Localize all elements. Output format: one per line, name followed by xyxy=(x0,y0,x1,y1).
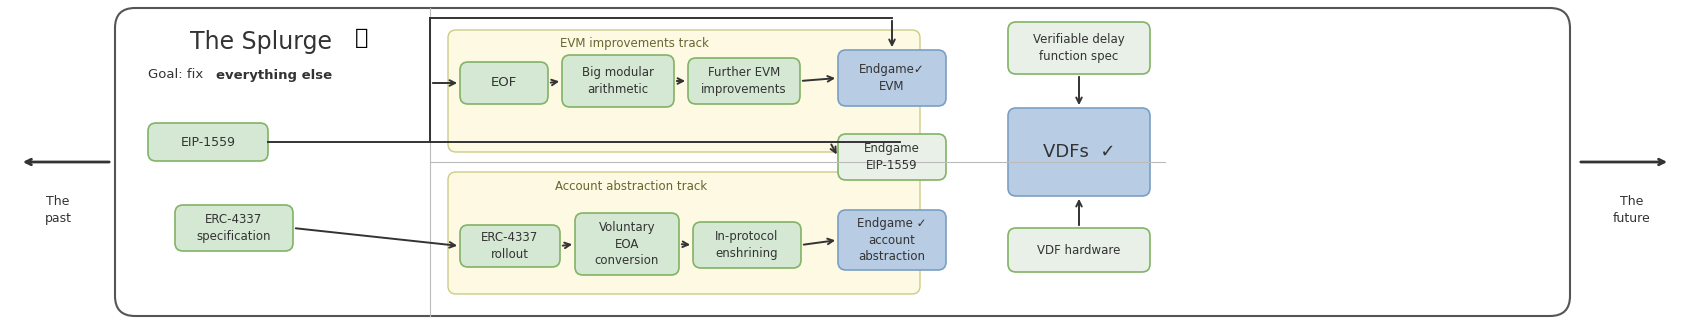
Text: The
future: The future xyxy=(1614,195,1651,225)
Text: everything else: everything else xyxy=(216,68,333,82)
FancyBboxPatch shape xyxy=(576,213,679,275)
Text: ERC-4337
rollout: ERC-4337 rollout xyxy=(481,231,538,261)
FancyBboxPatch shape xyxy=(689,58,800,104)
FancyBboxPatch shape xyxy=(447,172,920,294)
FancyBboxPatch shape xyxy=(1008,228,1150,272)
Text: The Splurge: The Splurge xyxy=(191,30,333,54)
FancyBboxPatch shape xyxy=(176,205,294,251)
Text: In-protocol
enshrining: In-protocol enshrining xyxy=(716,230,778,260)
Text: EVM improvements track: EVM improvements track xyxy=(560,38,709,51)
Text: Endgame✓
EVM: Endgame✓ EVM xyxy=(859,63,925,93)
FancyBboxPatch shape xyxy=(461,225,560,267)
Text: Big modular
arithmetic: Big modular arithmetic xyxy=(582,66,653,96)
Text: VDF hardware: VDF hardware xyxy=(1038,244,1121,257)
FancyBboxPatch shape xyxy=(837,210,945,270)
FancyBboxPatch shape xyxy=(562,55,674,107)
FancyBboxPatch shape xyxy=(115,8,1570,316)
Text: Goal: fix: Goal: fix xyxy=(149,68,208,82)
Text: VDFs  ✓: VDFs ✓ xyxy=(1043,143,1116,161)
FancyBboxPatch shape xyxy=(1008,108,1150,196)
Text: ERC-4337
specification: ERC-4337 specification xyxy=(197,213,272,243)
FancyBboxPatch shape xyxy=(1008,22,1150,74)
FancyBboxPatch shape xyxy=(837,50,945,106)
Text: 🎩: 🎩 xyxy=(354,28,368,48)
Text: Verifiable delay
function spec: Verifiable delay function spec xyxy=(1033,33,1124,63)
Text: Endgame ✓
account
abstraction: Endgame ✓ account abstraction xyxy=(858,217,927,263)
FancyBboxPatch shape xyxy=(461,62,549,104)
Text: Endgame
EIP-1559: Endgame EIP-1559 xyxy=(864,142,920,172)
Text: EIP-1559: EIP-1559 xyxy=(181,135,236,148)
FancyBboxPatch shape xyxy=(694,222,802,268)
Text: Account abstraction track: Account abstraction track xyxy=(555,179,707,192)
FancyBboxPatch shape xyxy=(447,30,920,152)
FancyBboxPatch shape xyxy=(837,134,945,180)
Text: The
past: The past xyxy=(44,195,71,225)
Text: Voluntary
EOA
conversion: Voluntary EOA conversion xyxy=(594,221,660,267)
Text: EOF: EOF xyxy=(491,76,517,89)
FancyBboxPatch shape xyxy=(149,123,268,161)
Text: Further EVM
improvements: Further EVM improvements xyxy=(701,66,787,96)
